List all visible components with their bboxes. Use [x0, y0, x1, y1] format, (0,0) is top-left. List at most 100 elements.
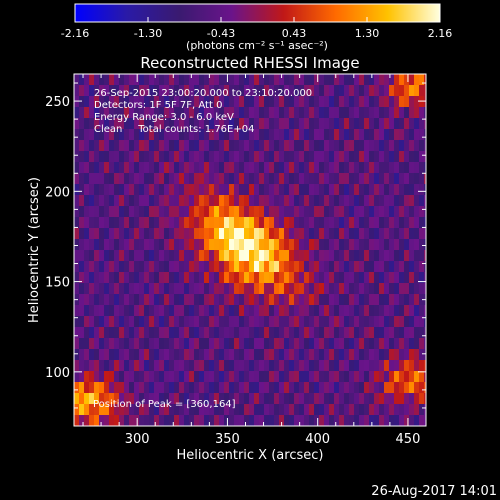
heatmap-cell — [204, 382, 210, 394]
heatmap-cell — [169, 239, 175, 251]
heatmap-cell — [294, 294, 300, 306]
heatmap-cell — [74, 261, 80, 273]
heatmap-cell — [134, 294, 140, 306]
heatmap-cell — [334, 327, 340, 339]
heatmap-cell — [119, 338, 125, 350]
heatmap-cell — [259, 107, 265, 119]
heatmap-cell — [104, 382, 110, 394]
heatmap-cell — [79, 173, 85, 185]
heatmap-cell — [384, 415, 390, 426]
heatmap-cell — [264, 184, 270, 196]
heatmap-cell — [204, 129, 210, 141]
heatmap-cell — [314, 184, 320, 196]
heatmap-cell — [349, 250, 355, 262]
heatmap-cell — [399, 107, 405, 119]
heatmap-cell — [424, 393, 426, 405]
heatmap-cell — [284, 404, 290, 416]
heatmap-cell — [289, 250, 295, 262]
heatmap-cell — [129, 415, 135, 426]
heatmap-cell — [329, 140, 335, 152]
heatmap-cell — [299, 294, 305, 306]
heatmap-cell — [249, 96, 255, 108]
heatmap-cell — [349, 327, 355, 339]
heatmap-cell — [114, 85, 120, 97]
heatmap-cell — [389, 294, 395, 306]
heatmap-cell — [129, 195, 135, 207]
heatmap-cell — [409, 349, 415, 361]
heatmap-cell — [219, 151, 225, 163]
heatmap-cell — [159, 283, 165, 295]
heatmap-cell — [109, 294, 115, 306]
heatmap-cell — [349, 272, 355, 284]
heatmap-cell — [204, 195, 210, 207]
heatmap-cell — [114, 74, 120, 86]
heatmap-cell — [319, 206, 325, 218]
heatmap-cell — [319, 415, 325, 426]
heatmap-cell — [314, 173, 320, 185]
heatmap-cell — [424, 118, 426, 130]
heatmap-cell — [299, 338, 305, 350]
heatmap-cell — [314, 96, 320, 108]
heatmap-cell — [379, 107, 385, 119]
heatmap-cell — [254, 261, 260, 273]
heatmap-cell — [384, 228, 390, 240]
heatmap-cell — [74, 151, 80, 163]
heatmap-cell — [294, 173, 300, 185]
heatmap-cell — [199, 338, 205, 350]
heatmap-cell — [184, 74, 190, 86]
heatmap-cell — [119, 382, 125, 394]
heatmap-cell — [184, 184, 190, 196]
heatmap-cell — [254, 107, 260, 119]
heatmap-cell — [309, 316, 315, 328]
heatmap-cell — [394, 283, 400, 295]
heatmap-cell — [279, 96, 285, 108]
heatmap-cell — [89, 349, 95, 361]
heatmap-cell — [234, 74, 240, 86]
heatmap-cell — [214, 140, 220, 152]
heatmap-cell — [354, 173, 360, 185]
heatmap-cell — [149, 404, 155, 416]
heatmap-cell — [204, 151, 210, 163]
heatmap-cell — [144, 96, 150, 108]
heatmap-cell — [159, 107, 165, 119]
heatmap-cell — [319, 228, 325, 240]
heatmap-cell — [104, 294, 110, 306]
heatmap-cell — [169, 393, 175, 405]
heatmap-cell — [264, 151, 270, 163]
heatmap-cell — [334, 184, 340, 196]
heatmap-cell — [164, 140, 170, 152]
heatmap-cell — [189, 107, 195, 119]
heatmap-cell — [304, 173, 310, 185]
heatmap-cell — [424, 184, 426, 196]
heatmap-cell — [189, 239, 195, 251]
heatmap-cell — [349, 173, 355, 185]
heatmap-cell — [279, 206, 285, 218]
heatmap-cell — [139, 305, 145, 317]
heatmap-cell — [244, 140, 250, 152]
heatmap-cell — [159, 404, 165, 416]
heatmap-cell — [264, 129, 270, 141]
heatmap-cell — [404, 74, 410, 86]
heatmap-cell — [399, 360, 405, 372]
heatmap-cell — [229, 316, 235, 328]
heatmap-cell — [259, 360, 265, 372]
heatmap-cell — [84, 349, 90, 361]
heatmap-cell — [74, 371, 80, 383]
heatmap-cell — [164, 96, 170, 108]
heatmap-cell — [404, 206, 410, 218]
heatmap-cell — [209, 393, 215, 405]
heatmap-cell — [194, 305, 200, 317]
heatmap-cell — [144, 228, 150, 240]
heatmap-cell — [259, 349, 265, 361]
heatmap-cell — [179, 371, 185, 383]
heatmap-cell — [419, 327, 425, 339]
heatmap-cell — [229, 173, 235, 185]
heatmap-cell — [184, 327, 190, 339]
heatmap-cell — [199, 415, 205, 426]
heatmap-cell — [379, 184, 385, 196]
heatmap-cell — [399, 173, 405, 185]
heatmap-cell — [79, 349, 85, 361]
heatmap-cell — [414, 184, 420, 196]
heatmap-cell — [404, 305, 410, 317]
